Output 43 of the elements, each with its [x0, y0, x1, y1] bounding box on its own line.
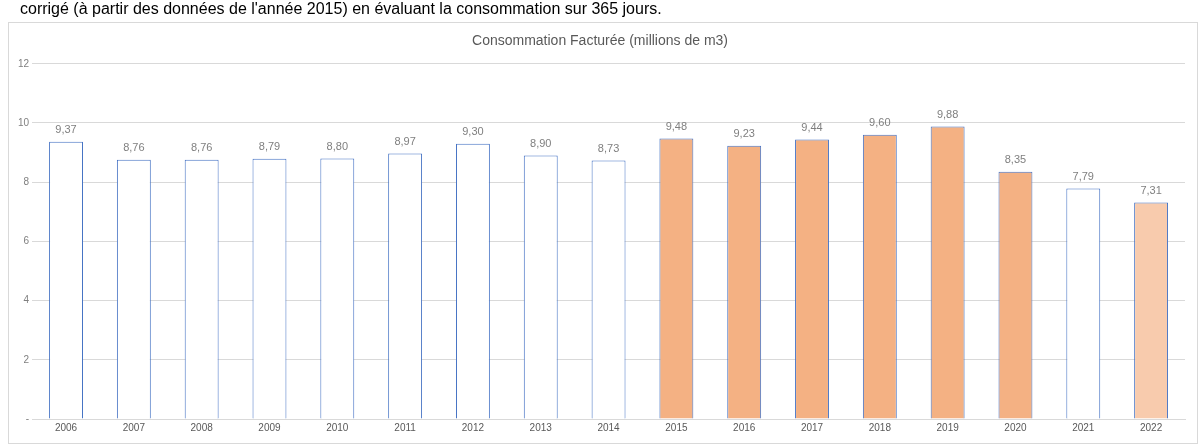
x-tick-label: 2013 — [529, 421, 553, 433]
data-label: 9,37 — [55, 123, 77, 136]
y-tick-label: 2 — [23, 353, 30, 365]
y-tick-label: 12 — [18, 57, 30, 69]
x-tick-label: 2022 — [1139, 421, 1163, 433]
x-tick-label: 2016 — [733, 421, 756, 433]
data-label: 8,97 — [394, 135, 416, 148]
x-tick-label: 2008 — [190, 421, 214, 433]
data-label: 7,31 — [1140, 184, 1162, 197]
x-tick-label: 2019 — [936, 421, 960, 433]
data-label: 8,80 — [326, 140, 349, 153]
data-label: 9,23 — [733, 127, 755, 140]
data-label: 8,73 — [597, 142, 620, 155]
data-label: 9,44 — [801, 121, 823, 134]
data-label: 8,35 — [1004, 153, 1027, 166]
x-tick-label: 2006 — [54, 421, 78, 433]
x-tick-label: 2012 — [461, 421, 485, 433]
data-label: 8,76 — [190, 141, 213, 154]
y-tick-label: 8 — [23, 175, 30, 187]
data-label: 8,90 — [530, 137, 552, 150]
x-tick-label: 2009 — [258, 421, 282, 433]
data-label: 9,30 — [462, 125, 484, 138]
x-tick-label: 2017 — [800, 421, 824, 433]
y-tick-label: - — [25, 412, 30, 424]
x-tick-label: 2011 — [394, 421, 417, 433]
x-tick-label: 2018 — [868, 421, 892, 433]
data-label: 7,79 — [1072, 169, 1094, 182]
x-tick-label: 2007 — [122, 421, 146, 433]
x-tick-label: 2010 — [326, 421, 349, 433]
x-tick-label: 2020 — [1004, 421, 1028, 433]
data-label: 9,88 — [936, 108, 959, 121]
y-tick-label: 10 — [18, 116, 30, 128]
data-label: 9,60 — [869, 116, 891, 129]
data-label: 8,76 — [123, 141, 145, 154]
y-tick-label: 4 — [23, 294, 30, 306]
data-label: 9,48 — [665, 119, 688, 132]
x-tick-label: 2021 — [1072, 421, 1095, 433]
data-label: 8,79 — [258, 140, 281, 153]
y-tick-label: 6 — [23, 235, 30, 247]
chart-title: Consommation Facturée (millions de m3) — [472, 32, 728, 49]
text: corrigé (à partir des données de l'année 2015) en évaluant la consommation sur 365 jours. — [20, 0, 662, 18]
x-tick-label: 2015 — [665, 421, 688, 433]
x-tick-label: 2014 — [597, 421, 621, 433]
